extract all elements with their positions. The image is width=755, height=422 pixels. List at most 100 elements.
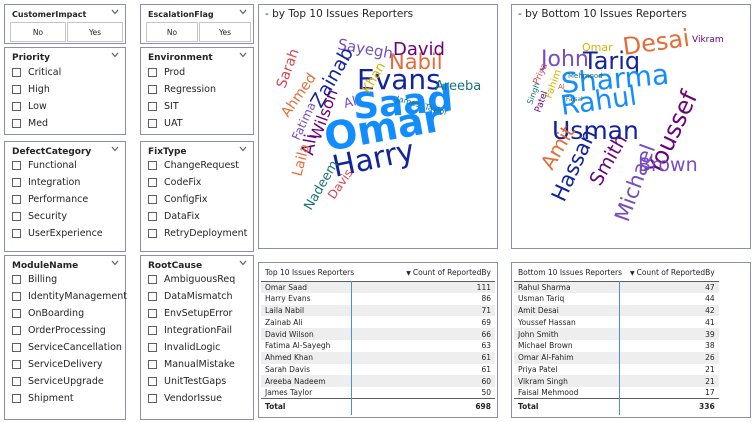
word[interactable]: Mehmood	[568, 72, 603, 80]
checkbox[interactable]	[12, 85, 21, 94]
checkbox[interactable]	[12, 68, 21, 77]
tile-no[interactable]: No	[146, 22, 198, 42]
checkbox[interactable]	[148, 309, 157, 318]
table-row[interactable]: Laila Nabil 71	[261, 304, 495, 317]
tile-no[interactable]: No	[10, 22, 66, 42]
priority-item[interactable]: Critical	[12, 67, 61, 78]
table-row[interactable]: Harry Evans 86	[265, 294, 491, 304]
module-name-item[interactable]: IdentityManagement	[12, 291, 127, 302]
word[interactable]: Faisal	[566, 96, 583, 103]
word[interactable]: David	[393, 39, 445, 60]
chevron-down-icon[interactable]	[111, 146, 119, 152]
root-cause-item[interactable]: EnvSetupError	[148, 308, 232, 319]
environment-item[interactable]: Regression	[148, 84, 216, 95]
table-row[interactable]: Areeba Nadeem 60	[261, 375, 495, 388]
priority-item[interactable]: Med	[12, 118, 48, 129]
table-row[interactable]: John Smith 39	[514, 328, 719, 340]
table-row[interactable]: Vikram Singh 21	[514, 375, 719, 388]
checkbox[interactable]	[12, 309, 21, 318]
checkbox[interactable]	[148, 68, 157, 77]
checkbox[interactable]	[12, 212, 21, 221]
checkbox[interactable]	[148, 360, 157, 369]
word[interactable]: Omar	[582, 41, 613, 54]
word[interactable]: Evans	[357, 63, 441, 96]
defect-category-item[interactable]: Integration	[12, 177, 80, 188]
checkbox[interactable]	[12, 360, 21, 369]
module-name-item[interactable]: ServiceUpgrade	[12, 376, 104, 387]
chevron-down-icon[interactable]	[239, 146, 247, 152]
word[interactable]: Brown	[638, 154, 698, 176]
table-row[interactable]: Fatima Al-Sayegh 63	[265, 341, 491, 351]
checkbox[interactable]	[148, 102, 157, 111]
chevron-down-icon[interactable]	[239, 9, 247, 15]
checkbox[interactable]	[148, 195, 157, 204]
module-name-item[interactable]: Billing	[12, 274, 57, 285]
word[interactable]: Vikram	[692, 35, 724, 45]
defect-category-item[interactable]: UserExperience	[12, 228, 103, 239]
checkbox[interactable]	[12, 292, 21, 301]
word[interactable]: Usman	[552, 116, 639, 145]
table-row[interactable]: Zainab Ali 69	[265, 317, 491, 327]
checkbox[interactable]	[12, 195, 21, 204]
fix-type-item[interactable]: ChangeRequest	[148, 160, 239, 171]
word[interactable]: Ali	[298, 133, 321, 157]
column-divider[interactable]	[619, 281, 620, 415]
environment-item[interactable]: Prod	[148, 67, 185, 78]
checkbox[interactable]	[148, 85, 157, 94]
checkbox[interactable]	[148, 326, 157, 335]
checkbox[interactable]	[12, 377, 21, 386]
checkbox[interactable]	[12, 343, 21, 352]
chevron-down-icon[interactable]	[239, 52, 247, 58]
chevron-down-icon[interactable]	[111, 52, 119, 58]
module-name-item[interactable]: ServiceCancellation	[12, 342, 122, 353]
defect-category-item[interactable]: Security	[12, 211, 67, 222]
root-cause-item[interactable]: UnitTestGaps	[148, 376, 226, 387]
table-row[interactable]: Usman Tariq 44	[518, 294, 715, 304]
fix-type-item[interactable]: CodeFix	[148, 177, 201, 188]
word[interactable]: Areeba	[435, 79, 481, 94]
chevron-down-icon[interactable]	[239, 260, 247, 266]
module-name-item[interactable]: OnBoarding	[12, 308, 84, 319]
module-name-item[interactable]: OrderProcessing	[12, 325, 106, 336]
root-cause-item[interactable]: ManualMistake	[148, 359, 235, 370]
checkbox[interactable]	[12, 119, 21, 128]
module-name-item[interactable]: ServiceDelivery	[12, 359, 103, 370]
column-divider[interactable]	[351, 281, 352, 415]
table-row[interactable]: Omar Saad 111	[261, 281, 495, 293]
word[interactable]: Tariq	[582, 47, 640, 75]
word[interactable]: Laila	[289, 142, 313, 178]
word[interactable]: Nabil	[389, 50, 443, 74]
checkbox[interactable]	[148, 119, 157, 128]
table-row[interactable]: Amit Desai 42	[514, 304, 719, 317]
module-name-item[interactable]: Shipment	[12, 393, 74, 404]
environment-item[interactable]: UAT	[148, 118, 183, 129]
checkbox[interactable]	[148, 229, 157, 238]
checkbox[interactable]	[148, 343, 157, 352]
table-row[interactable]: Sarah Davis 61	[265, 364, 491, 374]
root-cause-item[interactable]: IntegrationFail	[148, 325, 232, 336]
checkbox[interactable]	[148, 275, 157, 284]
table-row[interactable]: Michael Brown 38	[518, 341, 715, 351]
table-row[interactable]: Youssef Hassan 41	[518, 317, 715, 327]
chevron-down-icon[interactable]	[111, 9, 119, 15]
word[interactable]: Al	[558, 83, 565, 91]
table-row[interactable]: Omar Al-Fahim 26	[514, 351, 719, 364]
table-row[interactable]: Priya Patel 21	[518, 364, 715, 374]
fix-type-item[interactable]: RetryDeployment	[148, 228, 247, 239]
fix-type-item[interactable]: DataFix	[148, 211, 200, 222]
table-row[interactable]: Faisal Mehmood 17	[518, 388, 715, 398]
checkbox[interactable]	[12, 275, 21, 284]
word[interactable]: Al	[342, 94, 358, 112]
checkbox[interactable]	[12, 326, 21, 335]
checkbox[interactable]	[12, 161, 21, 170]
root-cause-item[interactable]: InvalidLogic	[148, 342, 220, 353]
tile-yes[interactable]: Yes	[199, 22, 251, 42]
defect-category-item[interactable]: Performance	[12, 194, 88, 205]
checkbox[interactable]	[12, 102, 21, 111]
table-row[interactable]: David Wilson 66	[261, 328, 495, 340]
defect-category-item[interactable]: Functional	[12, 160, 77, 171]
priority-item[interactable]: High	[12, 84, 50, 95]
table-row[interactable]: James Taylor 50	[265, 388, 491, 398]
root-cause-item[interactable]: AmbiguousReq	[148, 274, 235, 285]
column-header[interactable]: Bottom 10 Issues Reporters	[514, 265, 626, 282]
